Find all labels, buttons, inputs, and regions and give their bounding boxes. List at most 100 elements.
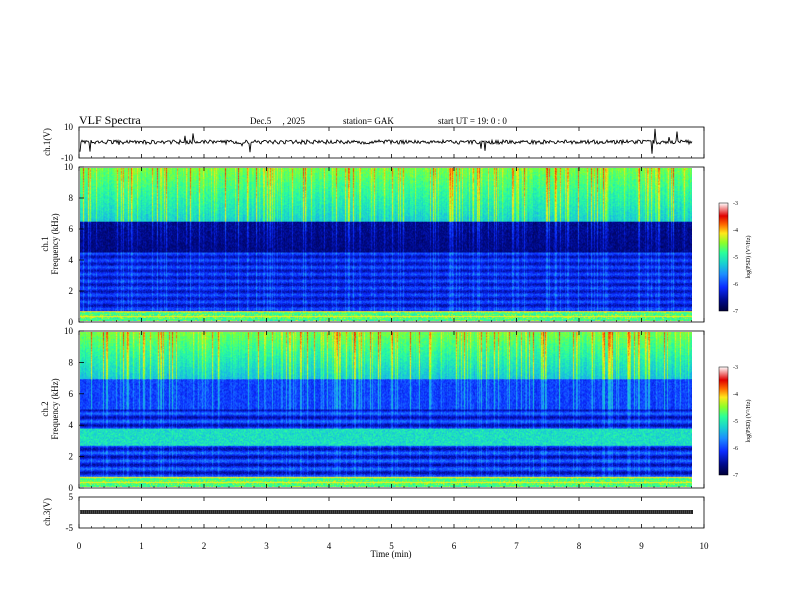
ch3-waveform-segment [175,509,178,515]
ch3-waveform-segment [157,509,160,515]
ch3-waveform-segment [439,509,442,515]
ch3-waveform-segment [323,509,326,515]
ch3-waveform-segment [331,509,334,515]
ch3-waveform-segment [567,509,570,515]
ch3-waveform-segment [427,509,430,515]
ch3-waveform-segment [171,509,174,515]
ch3-waveform-segment [165,509,168,515]
ch3-waveform-segment [135,509,138,515]
start-time-label: start UT = 19: 0 : 0 [438,116,507,126]
ch3-waveform-segment [557,509,560,515]
ch3-waveform-segment [83,509,86,515]
x-tick-7: 7 [514,541,519,551]
ch3-waveform-segment [611,509,614,515]
x-tick-3: 3 [264,541,269,551]
ch3-waveform-segment [213,509,216,515]
ch1-waveform-ytick-top: 10 [64,122,74,132]
ch3-waveform-segment [605,509,608,515]
ch3-waveform-segment [173,509,176,515]
ch3-waveform-segment [523,509,526,515]
ch3-waveform-segment [125,509,128,515]
ch3-waveform-segment [293,509,296,515]
ch3-waveform-segment [151,509,154,515]
ch3-waveform-segment [629,509,632,515]
ch3-waveform-segment [421,509,424,515]
ch3-waveform-ylabel: ch.3(V) [42,498,52,526]
ch3-waveform-segment [673,509,676,515]
ch3-waveform-segment [429,509,432,515]
ch3-waveform-segment [617,509,620,515]
ch3-waveform-segment [465,509,468,515]
ch3-waveform-segment [219,509,222,515]
ch3-waveform-segment [583,509,586,515]
ch3-waveform-segment [365,509,368,515]
ch3-waveform-segment [433,509,436,515]
x-tick-1: 1 [139,541,144,551]
x-tick-9: 9 [639,541,644,551]
ch3-waveform-segment [277,509,280,515]
ch3-waveform-segment [275,509,278,515]
ch3-waveform-segment [377,509,380,515]
ch1-colorbar-label: log(PSD) (V²/Hz) [745,236,752,279]
ch3-waveform-segment [307,509,310,515]
ch3-waveform-segment [615,509,618,515]
ch3-waveform-segment [261,509,264,515]
ch3-waveform-segment [485,509,488,515]
ch2-spectrogram-ylabel: Frequency (kHz) [50,378,60,439]
ch3-waveform-segment [243,509,246,515]
ch3-waveform-segment [349,509,352,515]
ch3-waveform-segment [131,509,134,515]
ch3-waveform-segment [189,509,192,515]
ch3-waveform-segment [257,509,260,515]
ch3-waveform-segment [113,509,116,515]
ch3-waveform-segment [117,509,120,515]
ch3-waveform-segment [325,509,328,515]
ch3-waveform-segment [351,509,354,515]
ch3-waveform-segment [685,509,688,515]
ch3-waveform-segment [329,509,332,515]
ch3-waveform-segment [687,509,690,515]
ch3-waveform-segment [355,509,358,515]
ch1-spectrogram-ytick-6: 6 [69,224,74,234]
ch3-waveform-segment [281,509,284,515]
ch3-waveform-segment [493,509,496,515]
ch3-waveform-segment [643,509,646,515]
ch3-waveform-segment [399,509,402,515]
ch3-waveform-segment [425,509,428,515]
ch3-waveform-segment [81,509,84,515]
ch3-waveform-segment [143,509,146,515]
ch3-waveform-segment [353,509,356,515]
ch3-waveform-segment [505,509,508,515]
ch3-waveform-segment [413,509,416,515]
ch3-waveform-segment [443,509,446,515]
ch3-waveform-segment [319,509,322,515]
ch3-waveform-segment [503,509,506,515]
ch3-waveform-segment [545,509,548,515]
ch1-spectrogram-ylabel-top: ch.1 [40,236,50,251]
ch3-waveform-segment [121,509,124,515]
ch3-waveform-segment [471,509,474,515]
ch1-colorbar-tick--4: -4 [733,228,738,234]
ch3-waveform-segment [623,509,626,515]
ch3-waveform-segment [363,509,366,515]
ch3-waveform-segment [401,509,404,515]
ch3-waveform-segment [387,509,390,515]
ch3-waveform-line [79,509,693,515]
ch3-waveform-segment [525,509,528,515]
ch3-waveform-segment [311,509,314,515]
ch3-waveform-segment [635,509,638,515]
ch3-waveform-segment [649,509,652,515]
ch3-waveform-segment [459,509,462,515]
ch2-spectrogram-ytick-0: 0 [69,483,74,493]
ch3-waveform-segment [619,509,622,515]
ch3-waveform-segment [269,509,272,515]
ch3-waveform-segment [431,509,434,515]
ch3-waveform-segment [137,509,140,515]
ch1-waveform-ylabel: ch.1(V) [42,128,52,156]
ch3-waveform-segment [159,509,162,515]
ch3-waveform-segment [609,509,612,515]
ch3-waveform-segment [539,509,542,515]
ch3-waveform-segment [93,509,96,515]
ch3-waveform-segment [373,509,376,515]
ch3-waveform-segment [197,509,200,515]
